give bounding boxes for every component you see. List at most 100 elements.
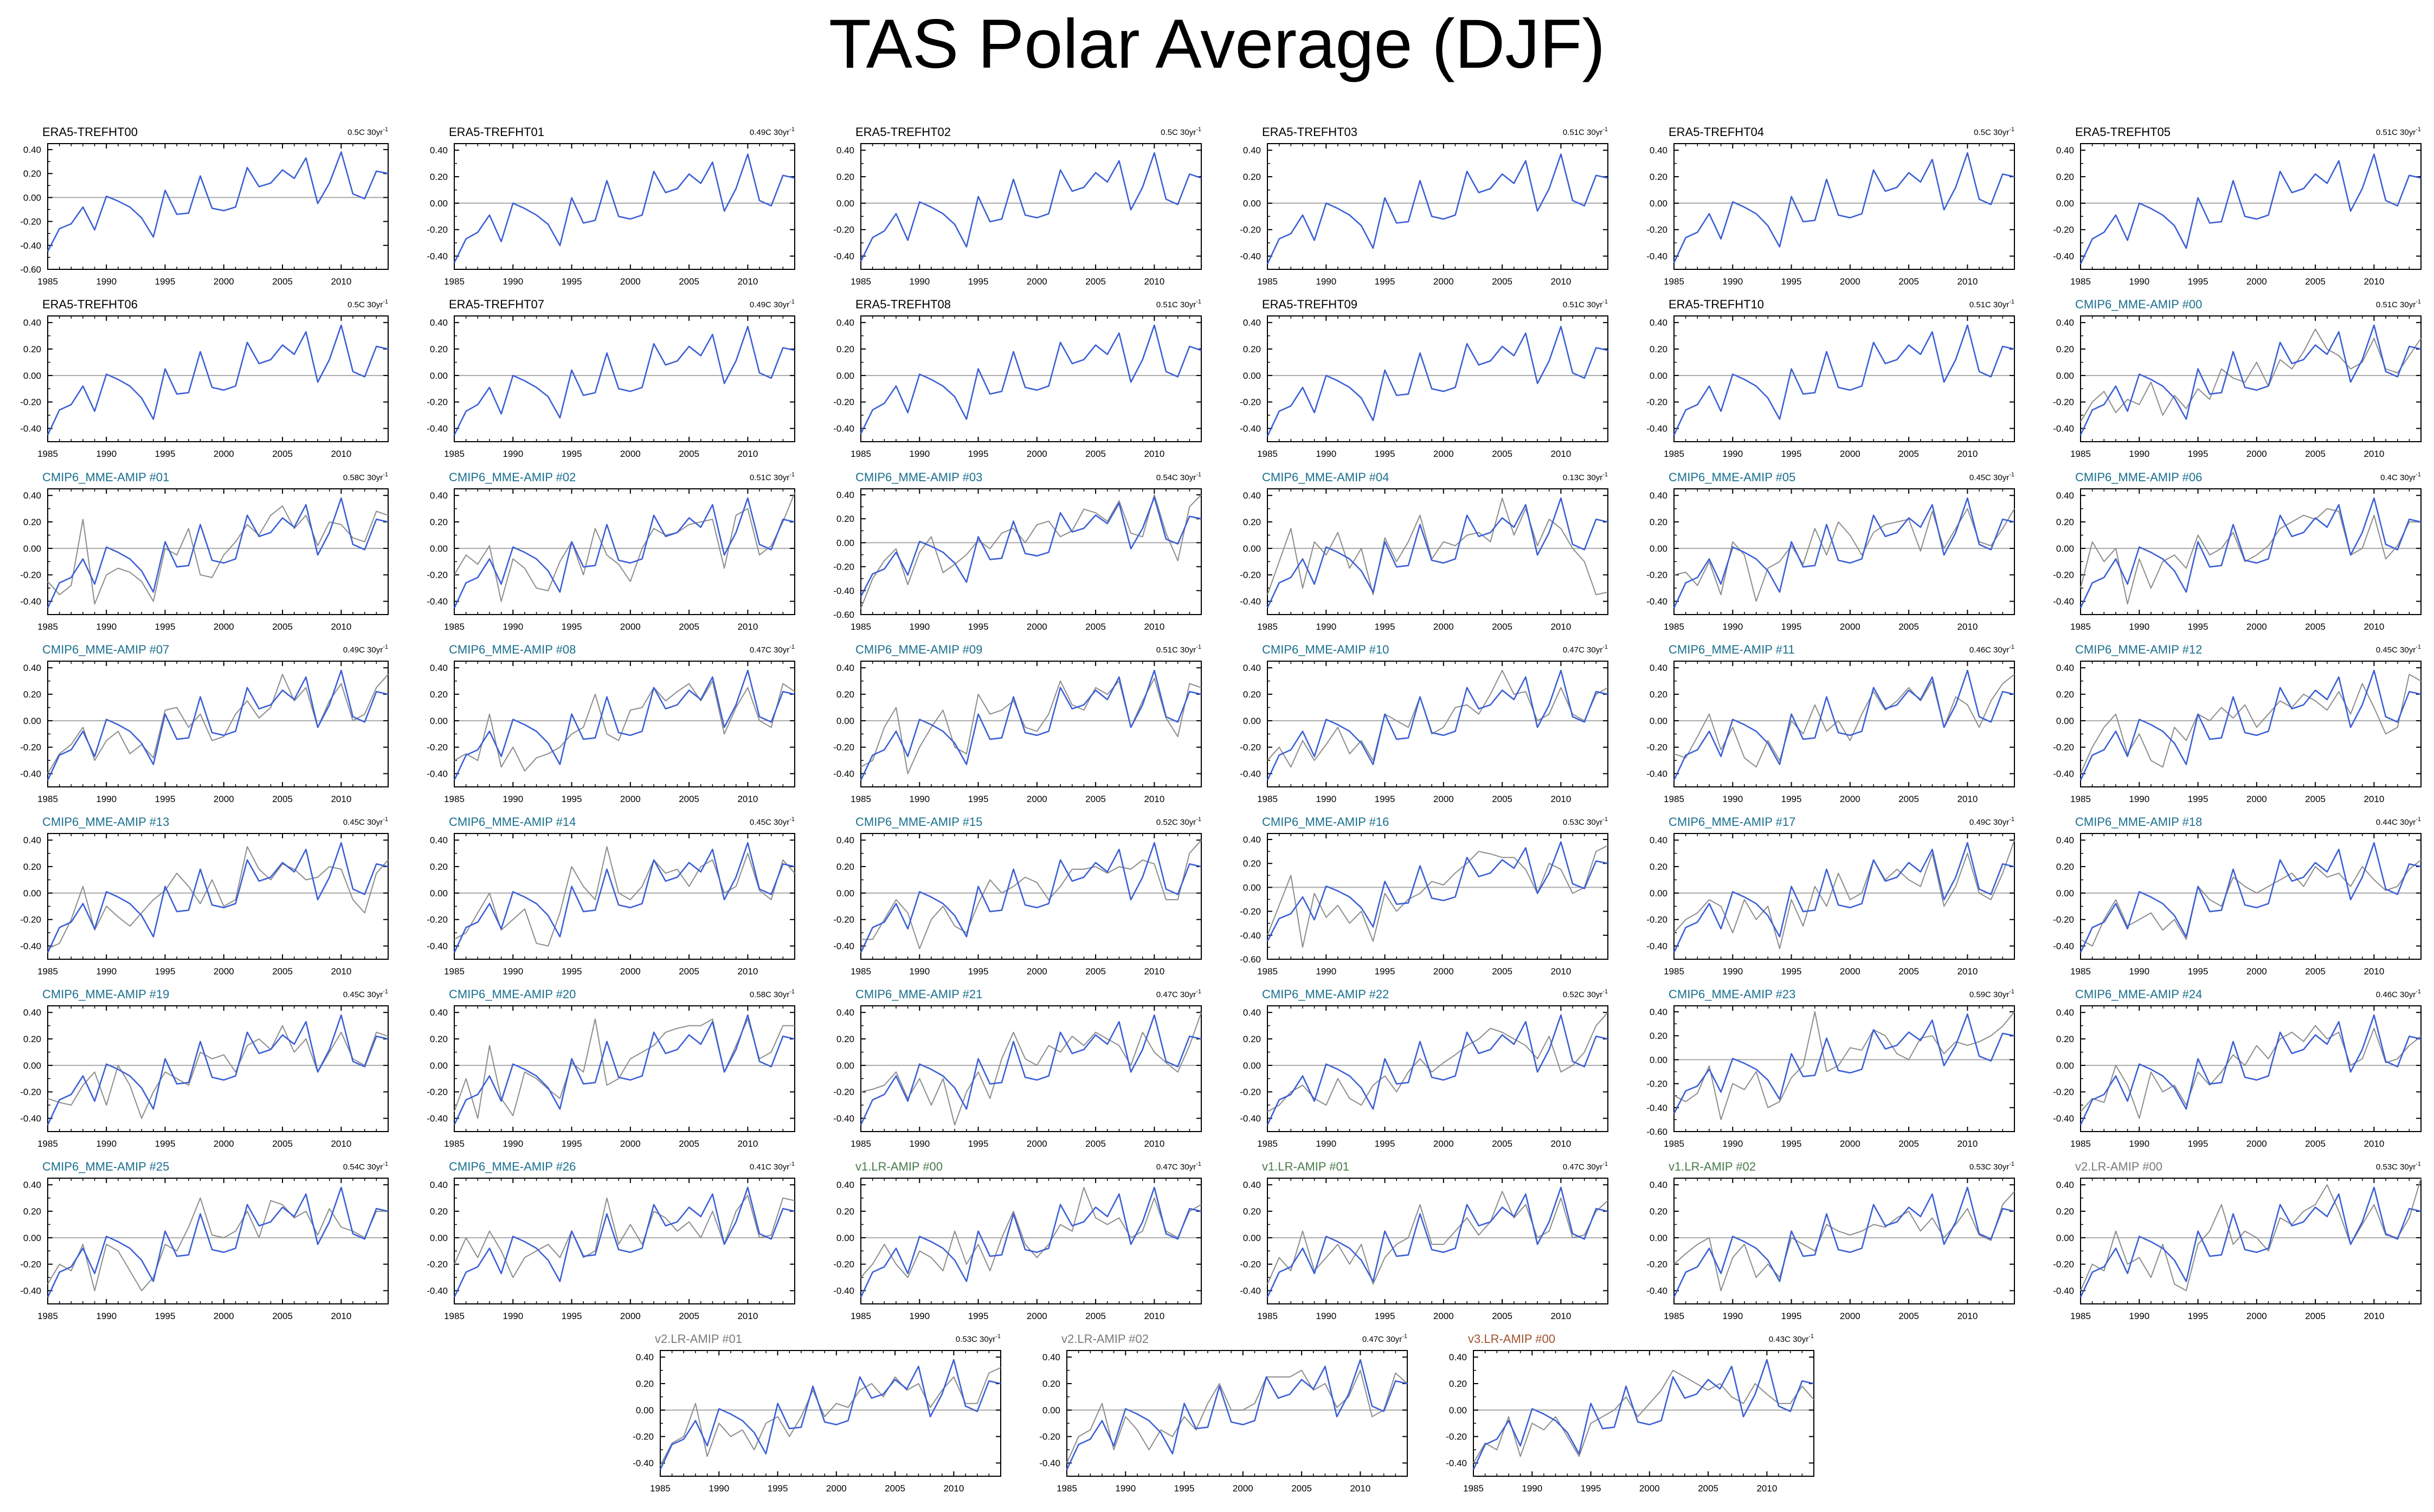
panel-title: CMIP6_MME-AMIP #10 xyxy=(1262,643,1389,656)
y-tick-label: 0.00 xyxy=(1650,716,1667,726)
y-tick-label: -0.40 xyxy=(20,769,41,779)
plot-frame xyxy=(454,143,795,270)
y-tick-label: 0.20 xyxy=(1243,858,1261,869)
panel: CMIP6_MME-AMIP #24 0.46C 30yr-1 0.40 0.20 0.… xyxy=(2053,987,2422,1149)
x-tick-label: 2005 xyxy=(1898,449,1919,459)
panel: CMIP6_MME-AMIP #22 0.52C 30yr-1 0.40 0.20 0.… xyxy=(1240,987,1608,1149)
x-tick-label: 2005 xyxy=(272,1311,293,1321)
panel-title: CMIP6_MME-AMIP #06 xyxy=(2075,470,2202,484)
y-tick-label: 0.00 xyxy=(836,198,854,209)
x-tick-label: 1995 xyxy=(155,1311,176,1321)
series-line-obs xyxy=(1066,1359,1408,1470)
y-tick-label: 0.20 xyxy=(23,1034,41,1044)
panel: v1.LR-AMIP #00 0.47C 30yr-1 0.40 0.20 0.00 -0… xyxy=(833,1160,1202,1321)
series-line-obs xyxy=(2079,1014,2422,1126)
x-tick-label: 2000 xyxy=(1840,276,1860,287)
trend-exponent: -1 xyxy=(2009,816,2014,823)
x-tick-label: 2000 xyxy=(214,449,234,459)
panel-title: CMIP6_MME-AMIP #03 xyxy=(855,470,982,484)
series-line-model xyxy=(2080,860,2422,947)
y-tick-label: 0.20 xyxy=(1042,1379,1060,1389)
y-tick-label: 0.40 xyxy=(1243,318,1261,328)
series-line-model xyxy=(2080,1025,2422,1119)
x-tick-label: 2005 xyxy=(1085,449,1106,459)
y-tick-label: 0.40 xyxy=(836,1180,854,1190)
y-tick-label: 0.40 xyxy=(1243,1007,1261,1018)
x-tick-label: 2005 xyxy=(272,449,293,459)
x-tick-label: 1995 xyxy=(1375,1139,1395,1149)
trend-label: 0.49C 30yr-1 xyxy=(750,299,795,309)
panel-title: ERA5-TREFHT00 xyxy=(42,125,138,139)
panel: CMIP6_MME-AMIP #18 0.44C 30yr-1 0.40 0.20 0.… xyxy=(2053,815,2422,977)
y-tick-label: 0.20 xyxy=(2056,1206,2074,1217)
y-tick-label: -0.20 xyxy=(427,397,448,408)
series-line-obs xyxy=(860,324,1202,434)
x-tick-label: 1985 xyxy=(1257,276,1278,287)
x-tick-label: 2005 xyxy=(1898,794,1919,804)
x-tick-label: 1995 xyxy=(1781,794,1802,804)
x-tick-label: 2000 xyxy=(1433,1139,1454,1149)
x-tick-label: 2000 xyxy=(1027,622,1047,632)
y-tick-label: 0.40 xyxy=(430,145,448,156)
series-line-obs xyxy=(1266,326,1608,437)
x-tick-label: 1985 xyxy=(1664,966,1684,977)
y-tick-label: -0.40 xyxy=(1240,769,1261,779)
panel: CMIP6_MME-AMIP #13 0.45C 30yr-1 0.40 0.20 0.… xyxy=(20,815,389,977)
x-tick-label: 2005 xyxy=(679,622,699,632)
x-tick-label: 2010 xyxy=(331,1311,351,1321)
x-tick-label: 2010 xyxy=(1550,449,1571,459)
x-tick-label: 1985 xyxy=(851,276,871,287)
y-tick-label: 0.00 xyxy=(1650,198,1667,209)
y-tick-label: -0.40 xyxy=(20,941,41,952)
panel-title: v2.LR-AMIP #00 xyxy=(2075,1160,2162,1173)
y-tick-label: -0.40 xyxy=(1646,769,1667,779)
x-tick-label: 1985 xyxy=(444,794,465,804)
x-tick-label: 1985 xyxy=(1257,622,1278,632)
y-tick-label: 0.40 xyxy=(1243,490,1261,501)
x-tick-label: 1990 xyxy=(1316,1139,1336,1149)
panel: ERA5-TREFHT00 0.5C 30yr-1 0.40 0.20 0.00 -0.2… xyxy=(20,125,389,287)
x-tick-label: 1985 xyxy=(1257,449,1278,459)
series-line-model xyxy=(2080,674,2422,774)
x-tick-label: 1990 xyxy=(909,794,930,804)
x-tick-label: 1985 xyxy=(2070,794,2091,804)
x-tick-label: 2005 xyxy=(1898,1139,1919,1149)
x-tick-label: 2005 xyxy=(2305,794,2326,804)
panel-title: CMIP6_MME-AMIP #20 xyxy=(449,987,576,1001)
panel-title: CMIP6_MME-AMIP #16 xyxy=(1262,815,1389,829)
plot-frame xyxy=(454,661,795,787)
x-tick-label: 2005 xyxy=(1898,622,1919,632)
panel-title: ERA5-TREFHT06 xyxy=(42,298,138,311)
y-tick-label: 0.20 xyxy=(2056,862,2074,872)
x-tick-label: 1995 xyxy=(1174,1483,1195,1494)
trend-exponent: -1 xyxy=(2416,816,2421,823)
y-tick-label: -0.40 xyxy=(833,424,854,434)
x-tick-label: 1995 xyxy=(2188,1139,2208,1149)
y-tick-label: 0.40 xyxy=(2056,1180,2074,1190)
x-tick-label: 1995 xyxy=(562,622,582,632)
y-tick-label: -0.40 xyxy=(427,1286,448,1296)
x-tick-label: 1995 xyxy=(562,276,582,287)
y-tick-label: 0.20 xyxy=(1449,1379,1467,1389)
y-tick-label: -0.60 xyxy=(1240,954,1261,965)
x-tick-label: 1995 xyxy=(1781,622,1802,632)
series-line-obs xyxy=(453,326,795,436)
x-tick-label: 1985 xyxy=(444,966,465,977)
y-tick-label: -0.20 xyxy=(1646,1079,1667,1089)
y-tick-label: 0.00 xyxy=(2056,1233,2074,1243)
x-tick-label: 2000 xyxy=(1027,1139,1047,1149)
trend-label: 0.51C 30yr-1 xyxy=(2376,126,2421,137)
y-tick-label: 0.40 xyxy=(23,1007,41,1018)
trend-label: 0.51C 30yr-1 xyxy=(1969,299,2014,309)
x-tick-label: 1995 xyxy=(155,449,176,459)
x-tick-label: 2005 xyxy=(272,276,293,287)
y-tick-label: 0.40 xyxy=(1449,1352,1467,1362)
y-tick-label: 0.40 xyxy=(2056,663,2074,673)
x-tick-label: 1995 xyxy=(562,1139,582,1149)
panel: CMIP6_MME-AMIP #15 0.52C 30yr-1 0.40 0.20 0.… xyxy=(833,815,1202,977)
y-tick-label: 0.00 xyxy=(2056,544,2074,554)
panel: CMIP6_MME-AMIP #16 0.53C 30yr-1 0.40 0.20 0.… xyxy=(1240,815,1608,977)
y-tick-label: 0.20 xyxy=(836,344,854,354)
y-tick-label: -0.20 xyxy=(1240,1259,1261,1270)
series-line-obs xyxy=(47,669,389,781)
